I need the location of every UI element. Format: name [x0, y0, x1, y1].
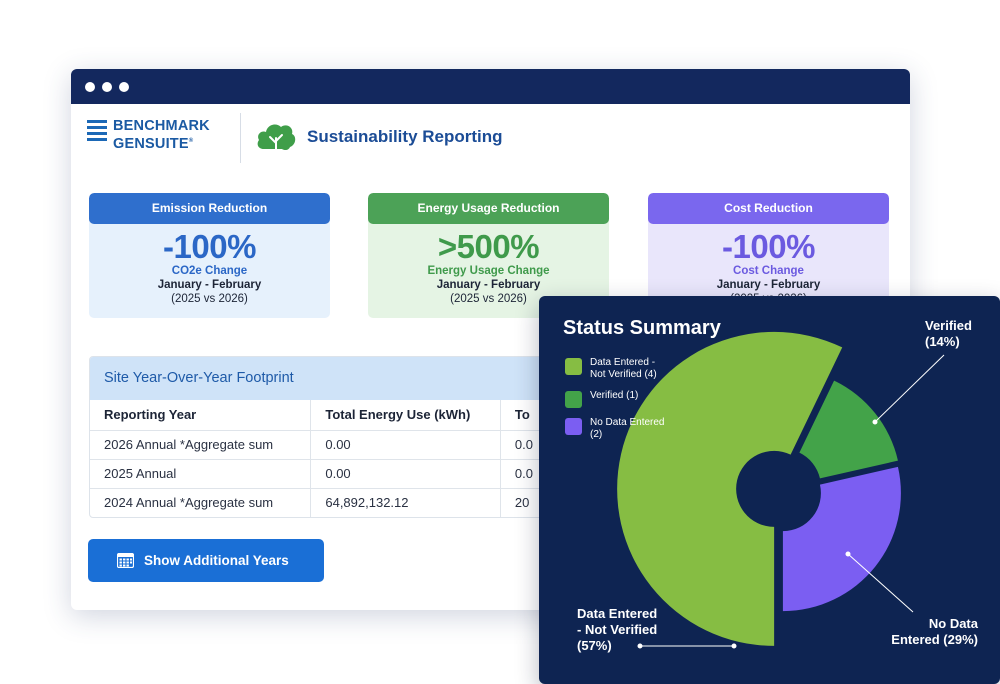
card-metric: Energy Usage Change: [427, 265, 550, 277]
status-donut-chart: [617, 331, 945, 649]
table-cell: 2025 Annual: [90, 459, 312, 489]
legend-swatch: [565, 391, 582, 408]
slice-verified[interactable]: [799, 380, 898, 479]
footprint-title: Site Year-Over-Year Footprint: [90, 357, 548, 400]
emission-reduction-card: Emission Reduction -100% CO2e Change Jan…: [89, 193, 330, 318]
brand-line-2: GENSUITE: [113, 135, 189, 152]
card-years: (2025 vs 2026): [450, 293, 527, 305]
legend-label: No Data Entered (2): [590, 417, 665, 440]
footprint-table-panel: Site Year-Over-Year Footprint Reporting …: [89, 356, 549, 518]
no-data-slice-label: No Data Entered (29%): [891, 616, 978, 647]
legend-label: Data Entered - Not Verified (4): [590, 357, 657, 380]
card-metric: Cost Change: [733, 265, 804, 277]
card-period: January - February: [716, 279, 821, 291]
table-row: 2024 Annual *Aggregate sum 64,892,132.12…: [90, 488, 548, 517]
brand-mark: ®: [188, 138, 194, 144]
not-verified-leader-dot-b: [731, 643, 737, 649]
status-summary-panel: Status Summary Data Entered - Not Verifi…: [539, 296, 1000, 684]
legend-swatch: [565, 418, 582, 435]
card-period: January - February: [436, 279, 541, 291]
window-titlebar: [71, 69, 910, 104]
brand-line-1: BENCHMARK: [113, 118, 210, 134]
card-years: (2025 vs 2026): [171, 293, 248, 305]
card-header: Emission Reduction: [89, 193, 330, 224]
card-value: >500%: [437, 228, 540, 265]
table-cell: 64,892,132.12: [310, 488, 501, 517]
no-data-leader-line: [847, 553, 914, 613]
cloud-leaf-icon: [257, 124, 296, 152]
header-divider: [240, 113, 241, 163]
no-data-leader-dot: [845, 551, 851, 557]
slice-no-data[interactable]: [782, 466, 901, 612]
table-cell: 2024 Annual *Aggregate sum: [90, 488, 312, 517]
table-cell: 0.00: [310, 430, 501, 460]
card-header: Energy Usage Reduction: [368, 193, 609, 224]
verified-slice-label: Verified (14%): [925, 318, 972, 349]
legend-item-verified[interactable]: Verified (1): [565, 390, 670, 408]
calendar-icon: [117, 553, 134, 568]
show-additional-years-label: Show Additional Years: [144, 553, 289, 568]
status-summary-title: Status Summary: [563, 317, 721, 339]
card-metric: CO2e Change: [171, 265, 248, 277]
verified-leader-dot: [872, 419, 878, 425]
window-dot-2[interactable]: [102, 82, 112, 92]
card-header: Cost Reduction: [648, 193, 889, 224]
chart-legend: Data Entered - Not Verified (4) Verified…: [565, 357, 670, 450]
table-row: 2026 Annual *Aggregate sum 0.00 0.0: [90, 430, 548, 460]
footprint-table: Reporting Year Total Energy Use (kWh) To…: [90, 400, 548, 517]
table-row: 2025 Annual 0.00 0.0: [90, 459, 548, 489]
not-verified-leader-dot-a: [637, 643, 643, 649]
card-period: January - February: [157, 279, 262, 291]
legend-swatch: [565, 358, 582, 375]
not-verified-slice-label: Data Entered - Not Verified (57%): [577, 606, 658, 653]
window-dot-3[interactable]: [119, 82, 129, 92]
card-value: -100%: [722, 228, 815, 265]
legend-item-not-verified[interactable]: Data Entered - Not Verified (4): [565, 357, 670, 381]
legend-label: Verified (1): [590, 390, 639, 401]
card-value: -100%: [163, 228, 256, 265]
table-cell: 2026 Annual *Aggregate sum: [90, 430, 312, 460]
legend-item-no-data[interactable]: No Data Entered (2): [565, 417, 670, 441]
app-title: Sustainability Reporting: [307, 127, 503, 146]
table-header-row: Reporting Year Total Energy Use (kWh) To: [90, 400, 548, 431]
show-additional-years-button[interactable]: Show Additional Years: [88, 539, 324, 582]
table-cell: 0.00: [310, 459, 501, 489]
brand-lines-icon: [87, 120, 107, 144]
verified-leader-line: [874, 354, 945, 423]
slice-not-verified[interactable]: [617, 331, 843, 646]
window-dot-1[interactable]: [85, 82, 95, 92]
column-header[interactable]: Reporting Year: [90, 400, 312, 431]
column-header[interactable]: Total Energy Use (kWh): [310, 400, 501, 431]
brand-logo: BENCHMARK GENSUITE®: [87, 119, 219, 153]
